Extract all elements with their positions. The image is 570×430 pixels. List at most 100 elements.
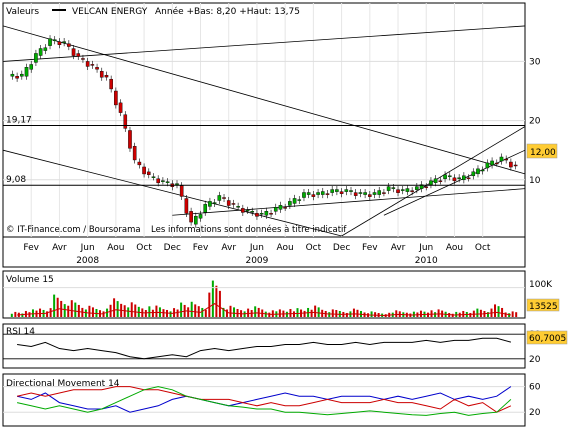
volume-bar bbox=[134, 304, 137, 317]
x-axis-ticks: Fev Avr Jun Aou Oct Dec Fev Avr Jun Aou Oct Dec Fev A… bbox=[23, 243, 490, 253]
volume-tick-100k: 100K bbox=[529, 280, 553, 290]
price-candle bbox=[415, 186, 419, 190]
price-candle bbox=[85, 61, 90, 67]
price-candle bbox=[424, 186, 429, 188]
price-candle bbox=[161, 180, 165, 182]
volume-title: Volume 15 bbox=[6, 275, 54, 285]
volume-bar bbox=[247, 308, 250, 317]
volume-bar bbox=[314, 305, 317, 317]
price-candle bbox=[231, 203, 236, 205]
volume-bar bbox=[56, 297, 59, 317]
volume-bar bbox=[204, 309, 207, 317]
price-candle bbox=[76, 53, 81, 57]
dmi-grid bbox=[3, 386, 525, 413]
volume-bar bbox=[497, 306, 500, 317]
volume-bar bbox=[225, 309, 228, 317]
price-candle bbox=[194, 215, 198, 225]
x-tick-label: Jun bbox=[80, 243, 95, 253]
price-candle bbox=[146, 171, 151, 175]
price-candle bbox=[480, 169, 485, 172]
price-candle bbox=[175, 183, 179, 185]
price-candle bbox=[400, 189, 405, 191]
price-candle bbox=[377, 190, 382, 195]
volume-bar bbox=[49, 308, 52, 317]
volume-bar bbox=[39, 308, 42, 317]
volume-bar bbox=[169, 311, 172, 317]
price-candle bbox=[330, 189, 334, 193]
volume-bar bbox=[116, 301, 119, 317]
volume-bar bbox=[67, 305, 70, 317]
volume-bar bbox=[77, 304, 80, 317]
volume-bar bbox=[504, 312, 507, 317]
volume-bar bbox=[233, 307, 236, 317]
volume-bar bbox=[437, 309, 440, 317]
x-tick-label: Aou bbox=[446, 243, 463, 253]
price-candle bbox=[335, 189, 339, 192]
volume-bar bbox=[229, 305, 232, 317]
watermark: © IT-Finance.com / Boursorama bbox=[6, 225, 141, 235]
volume-bar bbox=[91, 307, 94, 317]
price-candle bbox=[189, 211, 193, 223]
price-candle bbox=[217, 195, 222, 201]
price-candle bbox=[99, 71, 104, 78]
volume-bar bbox=[127, 307, 130, 317]
price-candle bbox=[485, 162, 490, 169]
x-tick-label: Oct bbox=[136, 243, 152, 253]
price-candle bbox=[471, 171, 476, 177]
price-candle bbox=[396, 189, 400, 193]
price-candle bbox=[339, 191, 344, 194]
price-candle bbox=[212, 202, 217, 204]
price-candle bbox=[447, 175, 452, 178]
price-candle bbox=[278, 205, 283, 210]
volume-bar bbox=[211, 280, 214, 317]
dmi-line-adx bbox=[16, 386, 512, 416]
volume-bar bbox=[14, 311, 17, 317]
x-tick-label: Dec bbox=[333, 243, 350, 253]
volume-bar bbox=[88, 305, 91, 317]
volume-bar bbox=[451, 313, 454, 317]
price-candle bbox=[353, 192, 358, 196]
price-candle bbox=[104, 75, 109, 78]
x-tick-label: Fev bbox=[23, 243, 39, 253]
price-candle bbox=[466, 177, 471, 180]
volume-bar bbox=[236, 308, 239, 317]
price-candle bbox=[241, 208, 245, 213]
x-tick-label: Oct bbox=[306, 243, 322, 253]
volume-last-label: 13525 bbox=[529, 302, 558, 312]
volume-bar bbox=[292, 311, 295, 317]
price-candle bbox=[419, 184, 424, 189]
price-candle bbox=[452, 177, 457, 182]
x-year-label: 2010 bbox=[415, 256, 438, 266]
dmi-y-tick-label: 60 bbox=[529, 383, 541, 393]
price-candle bbox=[38, 48, 43, 56]
x-tick-label: Avr bbox=[391, 243, 406, 253]
volume-bar bbox=[155, 305, 158, 317]
price-candle bbox=[123, 114, 128, 129]
dmi-line-minus bbox=[16, 386, 512, 413]
rsi-panel: RSI 14 2080 60,7005 bbox=[2, 323, 568, 369]
last-price-badge bbox=[526, 143, 558, 159]
price-candle bbox=[306, 192, 311, 195]
price-candle bbox=[43, 47, 48, 51]
x-tick-label: Avr bbox=[52, 243, 67, 253]
price-candle bbox=[29, 64, 34, 70]
price-y-tick-label: 20 bbox=[529, 117, 541, 127]
price-candle bbox=[433, 178, 438, 183]
price-candle bbox=[316, 192, 320, 195]
header-security-name: VELCAN ENERGY bbox=[72, 7, 148, 17]
volume-bar bbox=[21, 313, 24, 317]
dmi-y-tick-label: 20 bbox=[529, 408, 541, 418]
price-candle bbox=[462, 175, 466, 180]
price-candle bbox=[67, 43, 71, 47]
price-candle bbox=[325, 193, 330, 195]
price-y-tick-label: 30 bbox=[529, 57, 541, 67]
price-candle bbox=[15, 76, 19, 79]
price-candle bbox=[382, 192, 386, 194]
disclaimer: Les informations sont données à titre in… bbox=[151, 224, 347, 235]
volume-bar bbox=[197, 306, 200, 317]
volume-bar bbox=[335, 309, 338, 317]
price-frame bbox=[2, 2, 526, 238]
x-tick-label: Jun bbox=[249, 243, 264, 253]
